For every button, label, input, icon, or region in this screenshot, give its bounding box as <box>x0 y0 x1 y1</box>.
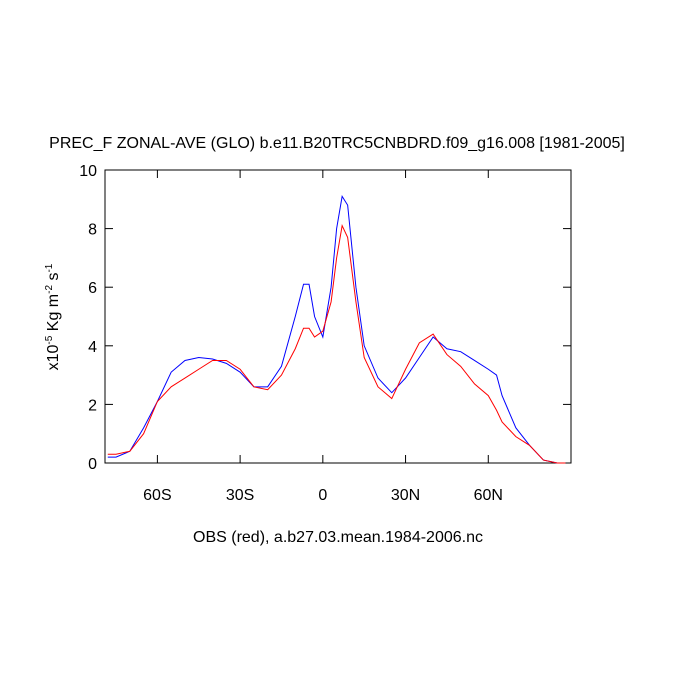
x-tick-label: 30N <box>391 487 420 504</box>
y-tick-label: 0 <box>88 456 97 473</box>
chart-title: PREC_F ZONAL-AVE (GLO) b.e11.B20TRC5CNBD… <box>49 135 625 152</box>
plot-frame <box>104 169 572 464</box>
x-tick-label: 30S <box>226 487 254 504</box>
y-tick-label: 2 <box>88 397 97 414</box>
x-tick-label: 60S <box>143 487 171 504</box>
y-label-part: Kg m <box>45 294 62 336</box>
series-line <box>107 224 566 464</box>
y-label-part: x10 <box>45 344 62 370</box>
y-label-sup: -5 <box>44 335 55 344</box>
y-axis-label: x10-5 Kg m-2 s-1 <box>44 263 62 370</box>
y-label-sup: -1 <box>44 263 55 272</box>
y-tick-label: 8 <box>88 222 97 239</box>
x-tick-label: 0 <box>318 487 327 504</box>
x-axis-label: OBS (red), a.b27.03.mean.1984-2006.nc <box>193 529 483 546</box>
y-label-part: s <box>45 273 62 285</box>
y-label-sup: -2 <box>44 285 55 294</box>
x-tick-label: 60N <box>474 487 503 504</box>
y-tick-label: 6 <box>88 280 97 297</box>
y-tick-label: 10 <box>79 163 97 180</box>
y-tick-label: 4 <box>88 339 97 356</box>
series-line <box>107 194 566 464</box>
